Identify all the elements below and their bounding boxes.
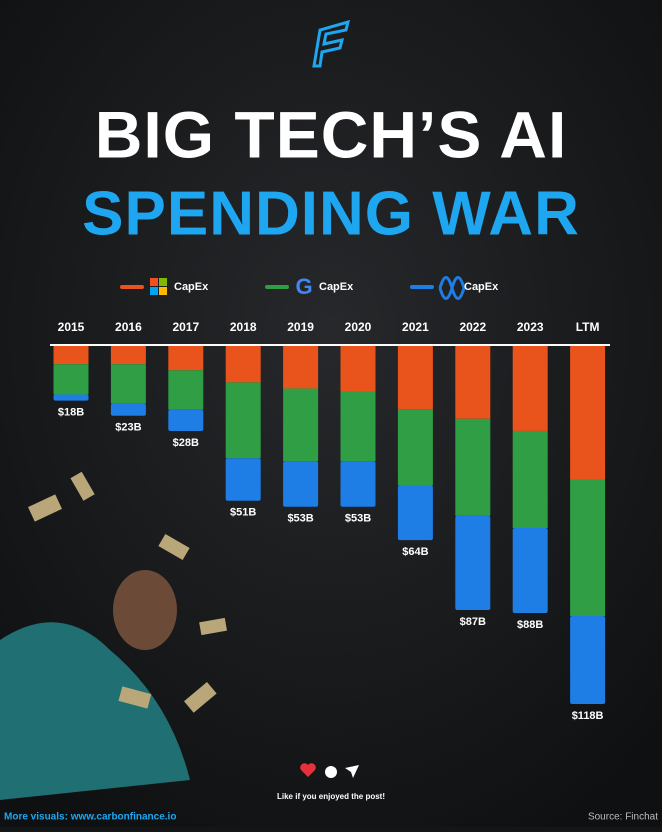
total-label: $28B bbox=[173, 437, 199, 449]
x-tick-label: 2015 bbox=[58, 320, 85, 334]
legend-label: CapEx bbox=[464, 281, 499, 293]
total-label: $53B bbox=[287, 513, 313, 525]
bar-segment bbox=[283, 388, 319, 462]
total-label: $51B bbox=[230, 507, 256, 519]
bar-segment bbox=[570, 616, 606, 704]
bar-segment bbox=[225, 458, 261, 501]
bar-segment bbox=[225, 382, 261, 459]
bar-segment bbox=[512, 346, 548, 431]
source: Source: Finchat bbox=[588, 812, 658, 823]
bar-segment bbox=[110, 403, 146, 416]
legend-icon: G bbox=[295, 274, 312, 299]
total-label: $88B bbox=[517, 619, 543, 631]
total-label: $118B bbox=[572, 710, 604, 722]
total-label: $64B bbox=[402, 546, 428, 558]
bar-segment bbox=[397, 485, 433, 541]
x-tick-label: 2017 bbox=[172, 320, 199, 334]
legend-icon bbox=[159, 278, 167, 286]
legend-icon bbox=[150, 278, 158, 286]
legend-icon bbox=[150, 287, 158, 295]
bar-segment bbox=[570, 479, 606, 617]
legend-icon bbox=[159, 287, 167, 295]
bar-segment bbox=[455, 515, 491, 610]
bar-segment bbox=[570, 346, 606, 480]
total-label: $23B bbox=[115, 422, 141, 434]
bar-segment bbox=[53, 394, 89, 401]
x-tick-label: 2016 bbox=[115, 320, 142, 334]
title-line-1: BIG TECH’S AI bbox=[95, 97, 568, 171]
legend-label: CapEx bbox=[319, 281, 354, 293]
cta: Like if you enjoyed the post! bbox=[277, 792, 385, 801]
bar-segment bbox=[455, 346, 491, 419]
x-tick-label: 2019 bbox=[287, 320, 314, 334]
website: More visuals: www.carbonfinance.io bbox=[4, 812, 176, 823]
bar-segment bbox=[225, 346, 261, 383]
bar-segment bbox=[340, 391, 376, 462]
legend-label: CapEx bbox=[174, 281, 209, 293]
bar-segment bbox=[340, 346, 376, 392]
bar-segment bbox=[397, 409, 433, 486]
bar-segment bbox=[53, 364, 89, 395]
bar-segment bbox=[53, 346, 89, 365]
bar-segment bbox=[455, 418, 491, 516]
x-tick-label: 2021 bbox=[402, 320, 429, 334]
logo bbox=[312, 19, 351, 68]
illustration bbox=[0, 471, 228, 800]
bar-segment bbox=[283, 461, 319, 507]
x-tick-label: LTM bbox=[576, 320, 600, 334]
x-tick-label: 2020 bbox=[345, 320, 372, 334]
bar-segment bbox=[340, 461, 376, 507]
bar-segment bbox=[283, 346, 319, 389]
bar-segment bbox=[110, 364, 146, 404]
like-icons bbox=[300, 763, 359, 778]
total-label: $18B bbox=[58, 407, 84, 419]
x-tick-label: 2022 bbox=[459, 320, 486, 334]
x-tick-label: 2023 bbox=[517, 320, 544, 334]
bar-segment bbox=[397, 346, 433, 410]
bar-segment bbox=[512, 430, 548, 529]
bar-segment bbox=[168, 346, 204, 371]
bar-segment bbox=[512, 528, 548, 613]
title-line-2: SPENDING WAR bbox=[82, 179, 580, 248]
legend-icon bbox=[438, 276, 466, 300]
x-tick-label: 2018 bbox=[230, 320, 257, 334]
bar-segment bbox=[168, 370, 204, 410]
total-label: $87B bbox=[460, 616, 486, 628]
bar-segment bbox=[110, 346, 146, 365]
total-label: $53B bbox=[345, 513, 371, 525]
bar-segment bbox=[168, 409, 204, 431]
